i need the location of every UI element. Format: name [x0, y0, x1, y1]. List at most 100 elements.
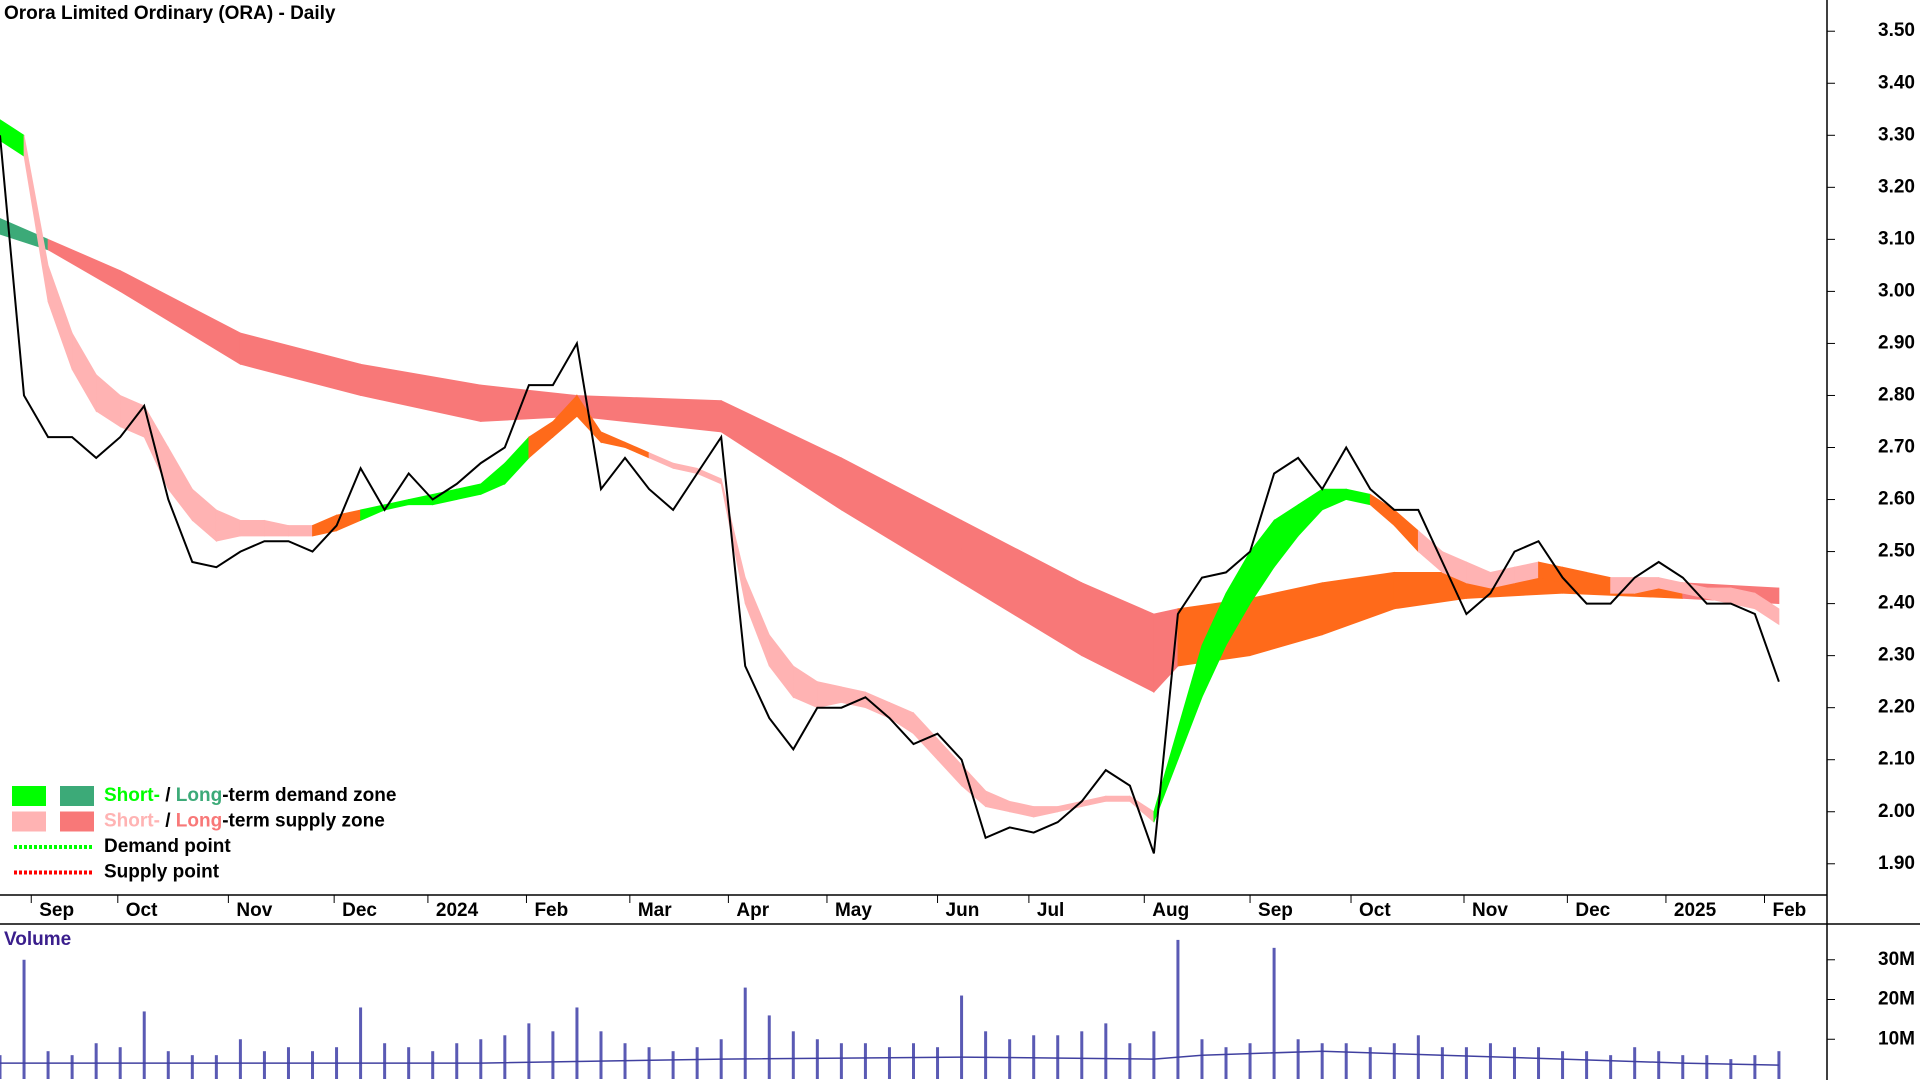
volume-bar: [503, 1035, 507, 1079]
volume-bar: [0, 1055, 2, 1079]
volume-bar: [1272, 947, 1276, 1079]
volume-bar: [695, 1047, 699, 1079]
volume-title: Volume: [4, 929, 71, 950]
volume-bar: [1200, 1039, 1204, 1079]
volume-bar: [1488, 1043, 1492, 1079]
legend-label: Demand point: [104, 836, 231, 857]
legend-label: Supply point: [104, 862, 220, 883]
volume-bar: [1440, 1047, 1444, 1079]
volume-bar: [1585, 1051, 1589, 1079]
volume-bar: [647, 1047, 651, 1079]
volume-bar: [1008, 1039, 1012, 1079]
legend-text: -term supply zone: [222, 811, 385, 832]
volume-bar: [1080, 1031, 1084, 1079]
volume-bar: [1416, 1035, 1420, 1079]
volume-bar: [1176, 939, 1180, 1079]
x-tick-label: Oct: [126, 900, 158, 921]
volume-bar: [238, 1039, 242, 1079]
volume-bar: [912, 1043, 915, 1079]
volume-bar: [1152, 1031, 1156, 1079]
y-tick-label: 3.40: [1878, 72, 1915, 93]
x-tick-label: Nov: [1472, 900, 1508, 921]
volume-bar: [767, 1015, 771, 1079]
volume-bar: [671, 1051, 675, 1079]
volume-bar: [262, 1051, 266, 1079]
volume-bar: [22, 959, 26, 1079]
x-tick-label: Feb: [1772, 900, 1806, 921]
y-tick-label: 3.10: [1878, 228, 1915, 249]
y-tick-label: 2.40: [1878, 593, 1915, 614]
y-tick-label: 2.30: [1878, 645, 1915, 666]
legend-label: Short- / Long-term supply zone: [104, 811, 385, 832]
x-tick-label: 2025: [1674, 900, 1717, 921]
y-tick-label: 2.50: [1878, 541, 1915, 562]
zone-band: [239, 519, 265, 537]
volume-bar: [551, 1031, 555, 1079]
volume-bar: [743, 987, 747, 1079]
volume-bar: [1753, 1055, 1757, 1079]
volume-bar: [791, 1031, 795, 1079]
volume-bar: [839, 1043, 843, 1079]
x-tick-label: Aug: [1152, 900, 1189, 921]
volume-bar: [1512, 1047, 1516, 1079]
volume-bar: [1561, 1051, 1565, 1079]
volume-bar: [1296, 1039, 1300, 1079]
volume-bar: [1320, 1043, 1324, 1079]
volume-average: [0, 1050, 1779, 1066]
volume-bar: [815, 1039, 819, 1079]
y-tick-label: 2.00: [1878, 801, 1915, 822]
legend-swatch: [60, 811, 94, 832]
y-tick-label: 3.50: [1878, 20, 1915, 41]
volume-bar: [1537, 1047, 1541, 1079]
y-tick-label: 30M: [1878, 949, 1915, 970]
zone-band: [1105, 795, 1131, 802]
x-tick-label: Sep: [1258, 900, 1293, 921]
legend-text: Short-: [104, 811, 160, 832]
volume-bar: [863, 1043, 867, 1079]
volume-bar: [1224, 1047, 1228, 1079]
y-tick-label: 2.70: [1878, 437, 1915, 458]
volume-bar: [1777, 1051, 1781, 1079]
legend-swatch: [60, 786, 94, 806]
volume-bar: [1128, 1043, 1132, 1079]
volume-bar: [70, 1055, 74, 1079]
legend-text: /: [160, 811, 176, 832]
y-tick-label: 3.20: [1878, 176, 1915, 197]
x-tick-label: Mar: [638, 900, 672, 921]
x-tick-label: Jun: [946, 900, 980, 921]
y-tick-label: 10M: [1878, 1028, 1915, 1049]
volume-bar: [887, 1047, 891, 1079]
volume-bar: [599, 1031, 603, 1079]
zone-band: [1754, 592, 1780, 626]
x-tick-label: Dec: [342, 900, 377, 921]
legend-text: /: [160, 785, 176, 806]
volume-bar: [1056, 1035, 1060, 1079]
volume-bar: [1392, 1043, 1396, 1079]
y-tick-label: 1.90: [1878, 853, 1915, 874]
price-line: [0, 135, 1780, 854]
legend-text: Long: [176, 785, 222, 806]
volume-bar: [1248, 1043, 1252, 1079]
x-tick-label: Apr: [736, 900, 769, 921]
volume-bar: [527, 1023, 531, 1079]
x-tick-label: Nov: [236, 900, 272, 921]
legend-text: -term demand zone: [222, 785, 396, 806]
volume-bar: [311, 1051, 315, 1079]
legend-text: Short-: [104, 785, 160, 806]
volume-bar: [575, 1007, 579, 1079]
volume-bar: [214, 1055, 218, 1079]
x-tick-label: Dec: [1575, 900, 1610, 921]
volume-bar: [455, 1043, 459, 1079]
volume-bar: [142, 1011, 146, 1079]
volume-bar: [1729, 1059, 1733, 1079]
y-tick-label: 2.90: [1878, 332, 1915, 353]
x-tick-label: Oct: [1359, 900, 1391, 921]
volume-bar: [984, 1031, 988, 1079]
y-tick-label: 3.30: [1878, 124, 1915, 145]
legend-swatch: [12, 786, 46, 806]
y-tick-label: 2.20: [1878, 697, 1915, 718]
zone-band: [288, 525, 313, 537]
volume-bar: [166, 1051, 170, 1079]
x-tick-label: May: [835, 900, 872, 921]
